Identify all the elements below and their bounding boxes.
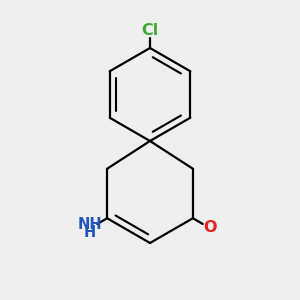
Text: NH: NH	[77, 217, 102, 232]
Text: Cl: Cl	[141, 23, 159, 38]
Text: H: H	[83, 225, 96, 240]
Text: O: O	[203, 220, 217, 236]
